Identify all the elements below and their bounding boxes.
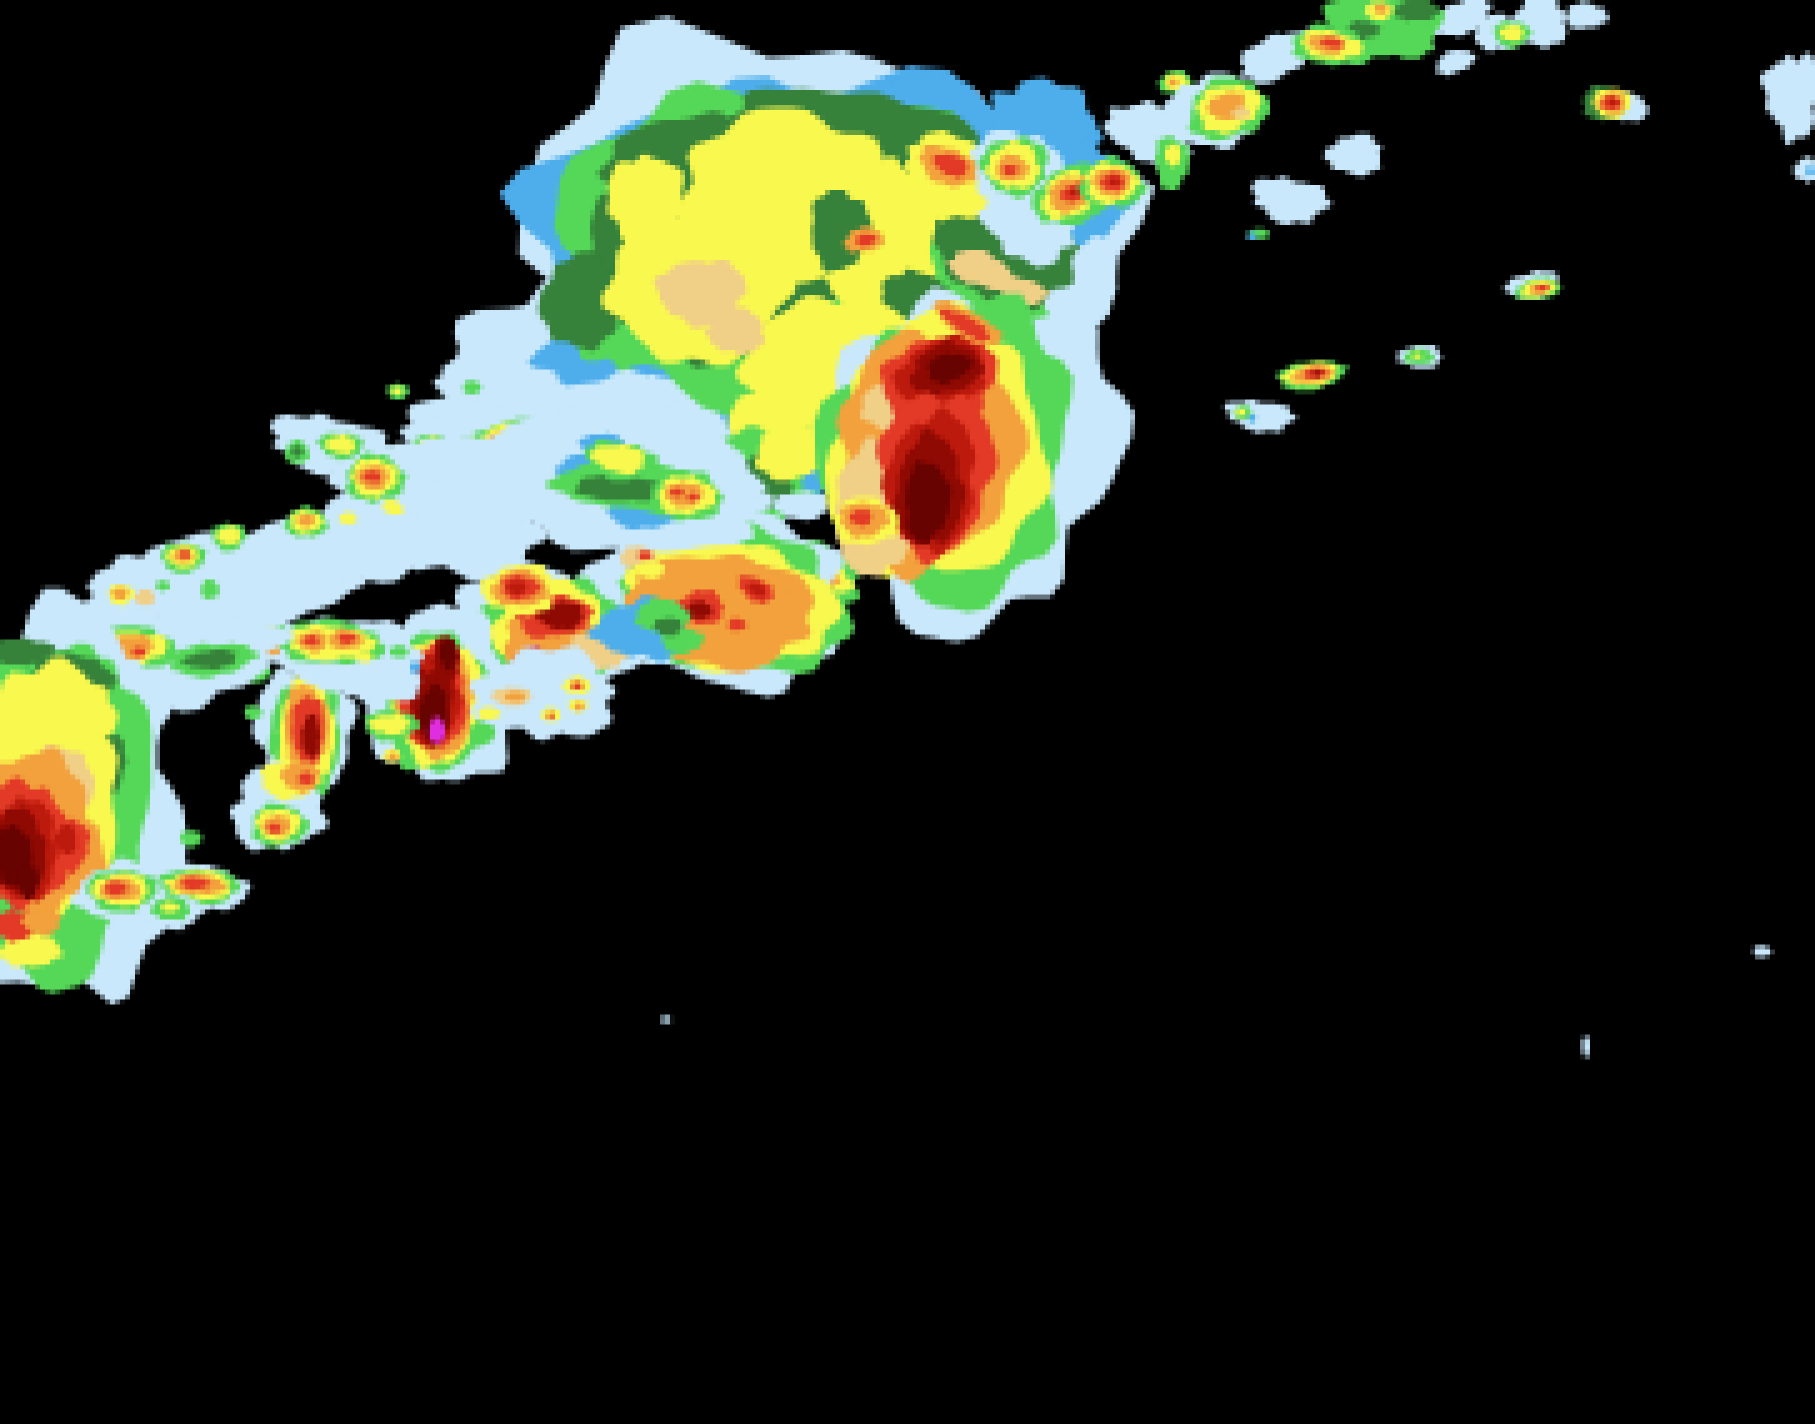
- radar-map: [0, 0, 1815, 1424]
- radar-image-canvas: [0, 0, 1815, 1424]
